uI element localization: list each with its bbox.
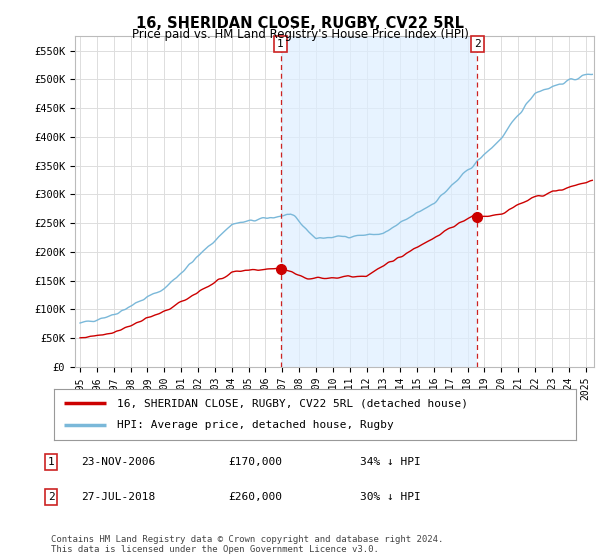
Text: 1: 1 [277,39,284,49]
Text: 2: 2 [47,492,55,502]
Text: 16, SHERIDAN CLOSE, RUGBY, CV22 5RL (detached house): 16, SHERIDAN CLOSE, RUGBY, CV22 5RL (det… [116,398,467,408]
Text: 23-NOV-2006: 23-NOV-2006 [81,457,155,467]
Bar [281,36,478,367]
Text: 34% ↓ HPI: 34% ↓ HPI [360,457,421,467]
Text: Contains HM Land Registry data © Crown copyright and database right 2024.
This d: Contains HM Land Registry data © Crown c… [51,535,443,554]
Text: Price paid vs. HM Land Registry's House Price Index (HPI): Price paid vs. HM Land Registry's House … [131,28,469,41]
Text: HPI: Average price, detached house, Rugby: HPI: Average price, detached house, Rugb… [116,421,394,431]
Text: 16, SHERIDAN CLOSE, RUGBY, CV22 5RL: 16, SHERIDAN CLOSE, RUGBY, CV22 5RL [136,16,464,31]
Text: £260,000: £260,000 [228,492,282,502]
Text: 2: 2 [474,39,481,49]
Text: 1: 1 [47,457,55,467]
Text: 27-JUL-2018: 27-JUL-2018 [81,492,155,502]
Text: 30% ↓ HPI: 30% ↓ HPI [360,492,421,502]
Text: £170,000: £170,000 [228,457,282,467]
